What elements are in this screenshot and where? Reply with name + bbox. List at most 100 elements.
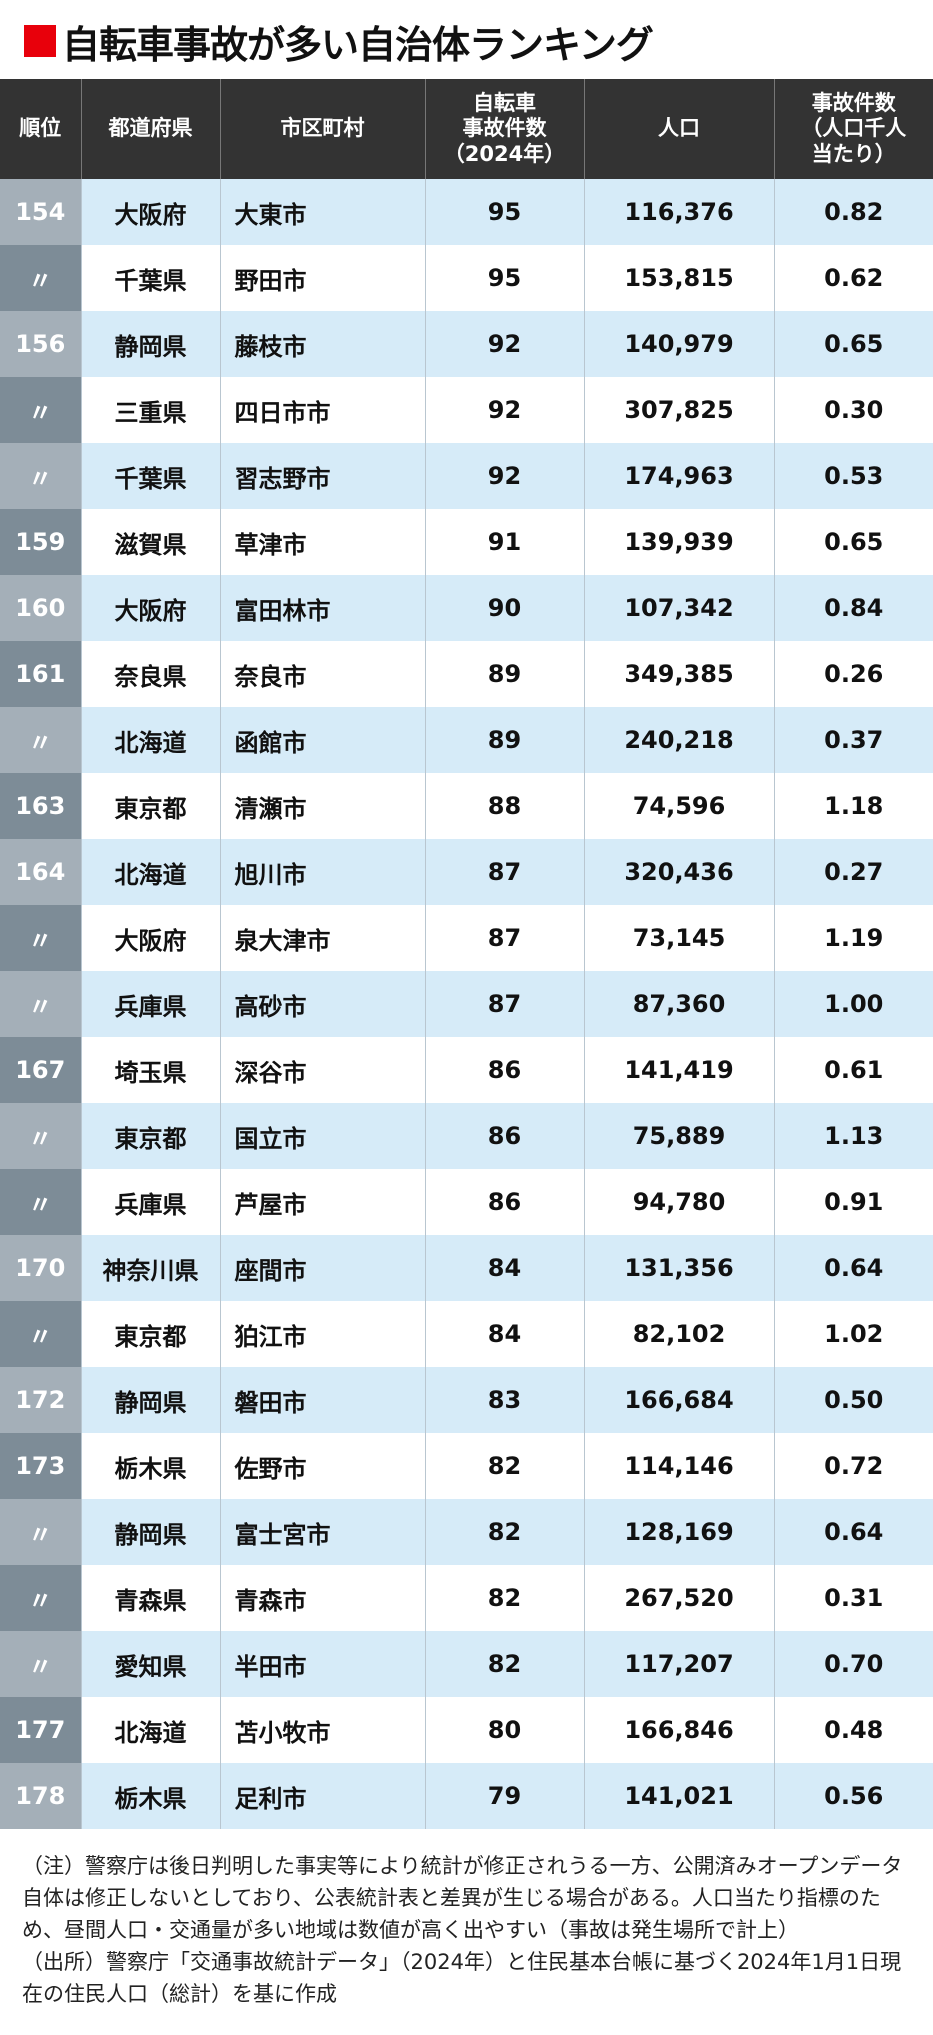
table-row: 〃東京都 狛江市 84 82,102 1.02 [0,1301,933,1367]
cell-accidents: 92 [424,443,584,509]
cell-per-thousand: 1.02 [773,1301,933,1367]
cell-prefecture: 埼玉県 [80,1037,220,1103]
cell-prefecture: 大阪府 [80,905,220,971]
cell-municipality: 深谷市 [219,1037,425,1103]
cell-rank: 〃 [0,971,81,1037]
cell-prefecture: 愛知県 [80,1631,220,1697]
cell-population: 166,684 [583,1367,774,1433]
cell-rank: 170 [0,1235,81,1301]
cell-accidents: 80 [424,1697,584,1763]
cell-accidents: 87 [424,971,584,1037]
cell-prefecture: 北海道 [80,839,220,905]
cell-accidents: 90 [424,575,584,641]
cell-population: 117,207 [583,1631,774,1697]
cell-accidents: 86 [424,1103,584,1169]
cell-municipality: 奈良市 [219,641,425,707]
cell-municipality: 狛江市 [219,1301,425,1367]
table-row: 170 神奈川県 座間市 84 131,356 0.64 [0,1235,933,1301]
cell-accidents: 82 [424,1499,584,1565]
cell-municipality: 野田市 [219,245,425,311]
table-row: 164 北海道 旭川市 87 320,436 0.27 [0,839,933,905]
table-row: 〃三重県 四日市市 92 307,825 0.30 [0,377,933,443]
footnotes: （注）警察庁は後日判明した事実等により統計が修正されうる一方、公開済みオープンデ… [22,1850,912,2010]
header-population: 人口 [583,79,774,179]
cell-rank: 〃 [0,443,81,509]
cell-population: 128,169 [583,1499,774,1565]
cell-rank: 〃 [0,1103,81,1169]
cell-accidents: 91 [424,509,584,575]
cell-rank: 〃 [0,1565,81,1631]
cell-accidents: 84 [424,1301,584,1367]
cell-per-thousand: 0.61 [773,1037,933,1103]
cell-per-thousand: 0.64 [773,1235,933,1301]
table-row: 〃千葉県 習志野市 92 174,963 0.53 [0,443,933,509]
cell-per-thousand: 0.26 [773,641,933,707]
cell-rank: 〃 [0,1301,81,1367]
cell-accidents: 82 [424,1565,584,1631]
table-row: 〃大阪府 泉大津市 87 73,145 1.19 [0,905,933,971]
cell-accidents: 79 [424,1763,584,1829]
cell-accidents: 82 [424,1433,584,1499]
cell-per-thousand: 0.64 [773,1499,933,1565]
cell-population: 114,146 [583,1433,774,1499]
cell-municipality: 清瀬市 [219,773,425,839]
cell-municipality: 旭川市 [219,839,425,905]
cell-per-thousand: 0.65 [773,311,933,377]
cell-prefecture: 北海道 [80,707,220,773]
cell-rank: 164 [0,839,81,905]
cell-rank: 156 [0,311,81,377]
cell-prefecture: 千葉県 [80,443,220,509]
cell-per-thousand: 0.48 [773,1697,933,1763]
cell-municipality: 芦屋市 [219,1169,425,1235]
cell-per-thousand: 0.37 [773,707,933,773]
cell-population: 153,815 [583,245,774,311]
header-accidents: 自転車 事故件数 （2024年） [424,79,584,179]
cell-rank: 154 [0,179,81,245]
table-row: 173 栃木県 佐野市 82 114,146 0.72 [0,1433,933,1499]
cell-population: 141,021 [583,1763,774,1829]
table-row: 163 東京都 清瀬市 88 74,596 1.18 [0,773,933,839]
cell-accidents: 86 [424,1037,584,1103]
cell-rank: 〃 [0,245,81,311]
cell-rank: 〃 [0,707,81,773]
cell-municipality: 函館市 [219,707,425,773]
table-row: 177 北海道 苫小牧市 80 166,846 0.48 [0,1697,933,1763]
table-row: 〃東京都 国立市 86 75,889 1.13 [0,1103,933,1169]
table-row: 178 栃木県 足利市 79 141,021 0.56 [0,1763,933,1829]
cell-prefecture: 栃木県 [80,1433,220,1499]
cell-prefecture: 静岡県 [80,311,220,377]
cell-prefecture: 神奈川県 [80,1235,220,1301]
cell-rank: 〃 [0,1169,81,1235]
cell-per-thousand: 0.56 [773,1763,933,1829]
cell-prefecture: 三重県 [80,377,220,443]
title-text: 自転車事故が多い自治体ランキング [62,22,654,67]
cell-per-thousand: 0.30 [773,377,933,443]
cell-population: 320,436 [583,839,774,905]
cell-per-thousand: 0.50 [773,1367,933,1433]
table-row: 〃千葉県 野田市 95 153,815 0.62 [0,245,933,311]
cell-per-thousand: 0.84 [773,575,933,641]
cell-per-thousand: 0.70 [773,1631,933,1697]
table-row: 172 静岡県 磐田市 83 166,684 0.50 [0,1367,933,1433]
ranking-table: 順位 都道府県 市区町村 自転車 事故件数 （2024年） 人口 事故件数 （人… [0,79,933,1829]
cell-population: 131,356 [583,1235,774,1301]
cell-rank: 〃 [0,1499,81,1565]
cell-population: 139,939 [583,509,774,575]
cell-municipality: 苫小牧市 [219,1697,425,1763]
cell-population: 349,385 [583,641,774,707]
table-row: 〃兵庫県 芦屋市 86 94,780 0.91 [0,1169,933,1235]
cell-rank: 161 [0,641,81,707]
cell-municipality: 泉大津市 [219,905,425,971]
cell-population: 73,145 [583,905,774,971]
cell-per-thousand: 0.27 [773,839,933,905]
table-header-row: 順位 都道府県 市区町村 自転車 事故件数 （2024年） 人口 事故件数 （人… [0,79,933,179]
cell-rank: 〃 [0,1631,81,1697]
cell-accidents: 86 [424,1169,584,1235]
cell-prefecture: 東京都 [80,1103,220,1169]
cell-municipality: 磐田市 [219,1367,425,1433]
cell-prefecture: 静岡県 [80,1499,220,1565]
cell-rank: 172 [0,1367,81,1433]
cell-accidents: 89 [424,641,584,707]
table-row: 〃北海道 函館市 89 240,218 0.37 [0,707,933,773]
cell-per-thousand: 0.91 [773,1169,933,1235]
